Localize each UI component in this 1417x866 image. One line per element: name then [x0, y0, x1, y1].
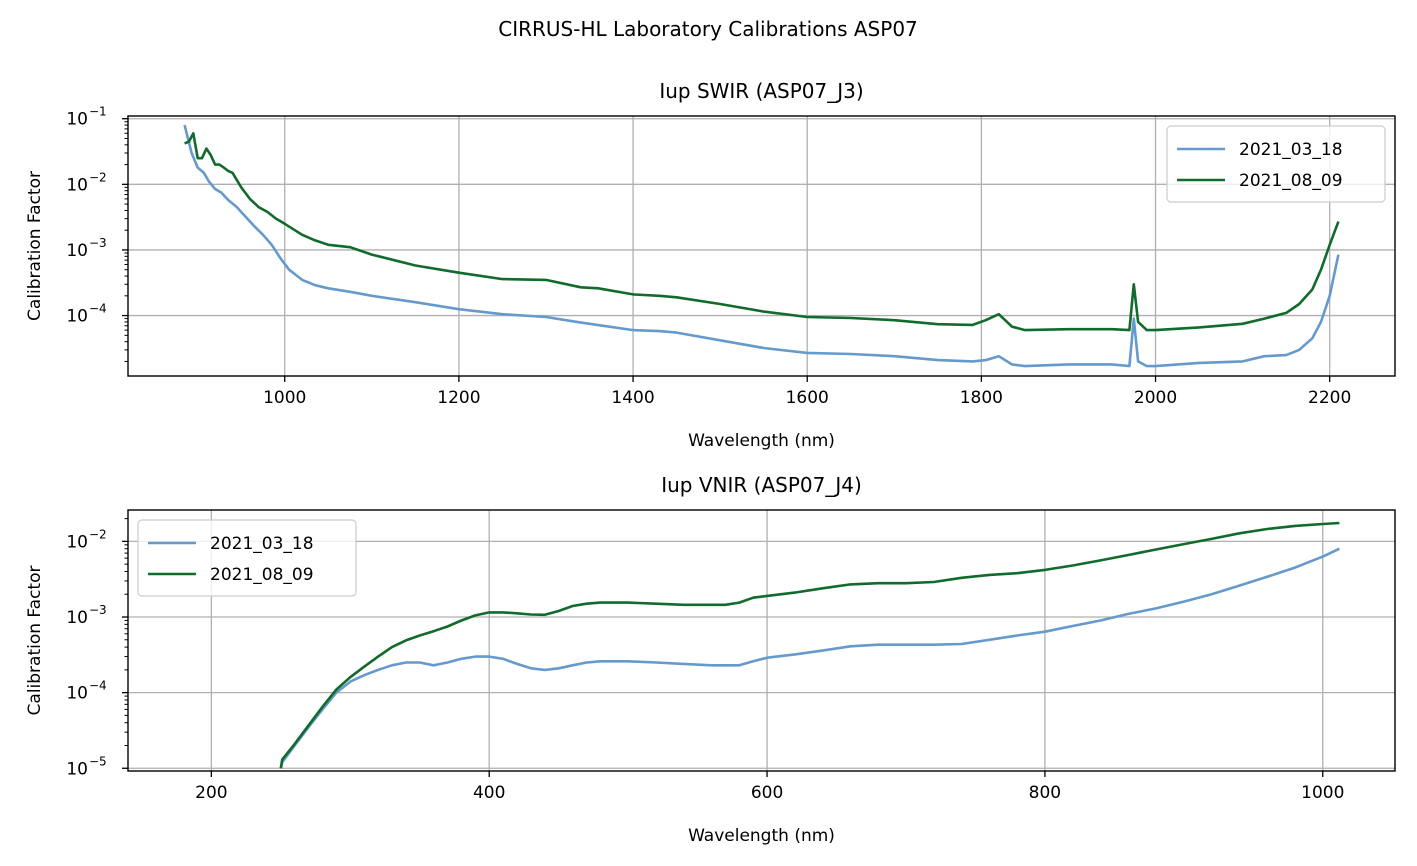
swir-y-tick-exponent: −4 [89, 302, 107, 316]
swir-line-2021-03-18 [183, 124, 1340, 368]
vnir-y-tick-exponent: −5 [89, 754, 107, 768]
swir-ticks: 1000 1200 1400 1600 1800 2000 220010−410−310−2… [66, 105, 1351, 408]
swir-legend: 2021_03_18 2021_08_09 [1166, 125, 1386, 203]
vnir-legend-box [137, 519, 357, 597]
vnir-axes-frame [127, 509, 1396, 772]
vnir-legend: 2021_03_18 2021_08_09 [137, 519, 357, 597]
vnir-x-tick-label: 200 [195, 783, 227, 803]
vnir-x-axis-label: Wavelength (nm) [688, 826, 835, 846]
vnir-y-tick-label: 10 [66, 759, 88, 779]
vnir-legend-label-2021-08-09: 2021_08_09 [210, 565, 314, 585]
vnir-y-tick-label: 10 [66, 532, 88, 552]
vnir-y-tick-base: 10 [66, 759, 88, 779]
vnir-x-tick-label: 1000 [1301, 783, 1344, 803]
swir-y-tick-label: 10 [66, 110, 88, 130]
swir-title: Iup SWIR (ASP07_J3) [659, 79, 863, 103]
vnir-x-tick-label: 800 [1029, 783, 1061, 803]
swir-legend-label-2021-03-18: 2021_03_18 [1239, 140, 1343, 160]
swir-x-axis-label: Wavelength (nm) [688, 431, 835, 451]
vnir-series [279, 521, 1340, 769]
swir-y-tick-exponent: −3 [89, 236, 107, 250]
swir-x-tick-label: 2000 [1134, 388, 1177, 408]
swir-legend-box [1166, 125, 1386, 203]
swir-y-tick-base: 10 [66, 307, 88, 327]
swir-axes-frame [127, 115, 1396, 377]
swir-y-tick-base: 10 [66, 241, 88, 261]
vnir-y-tick-base: 10 [66, 608, 88, 628]
swir-y-tick-label: 10 [66, 175, 88, 195]
vnir-x-tick-label: 600 [751, 783, 783, 803]
swir-x-tick-label: 1800 [960, 388, 1003, 408]
swir-x-tick-label: 1400 [611, 388, 654, 408]
figure-suptitle: CIRRUS-HL Laboratory Calibrations ASP07 [498, 17, 918, 41]
swir-legend-label-2021-08-09: 2021_08_09 [1239, 171, 1343, 191]
vnir-y-tick-exponent: −4 [89, 679, 107, 693]
swir-panel: 1000 1200 1400 1600 1800 2000 220010−410−310−2… [25, 79, 1396, 451]
swir-y-tick-exponent: −2 [89, 170, 107, 184]
vnir-grid [128, 510, 1395, 771]
swir-y-tick-exponent: −1 [89, 105, 107, 119]
vnir-y-tick-exponent: −3 [89, 603, 107, 617]
swir-series [183, 124, 1340, 368]
vnir-y-tick-exponent: −2 [89, 527, 107, 541]
vnir-y-tick-base: 10 [66, 532, 88, 552]
swir-x-tick-label: 1600 [786, 388, 829, 408]
vnir-title: Iup VNIR (ASP07_J4) [661, 473, 862, 497]
vnir-y-tick-label: 10 [66, 608, 88, 628]
vnir-y-axis-label: Calibration Factor [25, 566, 45, 716]
swir-y-tick-base: 10 [66, 175, 88, 195]
vnir-y-tick-base: 10 [66, 684, 88, 704]
swir-y-tick-label: 10 [66, 241, 88, 261]
swir-line-2021-08-09 [184, 132, 1340, 332]
swir-x-tick-label: 2200 [1308, 388, 1351, 408]
swir-x-tick-label: 1200 [437, 388, 480, 408]
vnir-line-2021-08-09 [279, 521, 1340, 769]
swir-y-axis-label: Calibration Factor [25, 171, 45, 321]
vnir-y-tick-label: 10 [66, 684, 88, 704]
swir-x-tick-label: 1000 [263, 388, 306, 408]
vnir-x-tick-label: 400 [473, 783, 505, 803]
vnir-legend-label-2021-03-18: 2021_03_18 [210, 534, 314, 554]
vnir-line-2021-03-18 [279, 547, 1340, 769]
swir-y-tick-base: 10 [66, 110, 88, 130]
swir-y-tick-label: 10 [66, 307, 88, 327]
